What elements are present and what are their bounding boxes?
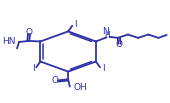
Text: I: I bbox=[102, 64, 104, 73]
Text: O: O bbox=[52, 76, 58, 85]
Text: I: I bbox=[74, 20, 76, 29]
Text: N: N bbox=[102, 27, 109, 36]
Text: OH: OH bbox=[73, 83, 87, 92]
Text: I: I bbox=[32, 64, 35, 73]
Text: O: O bbox=[116, 40, 123, 49]
Text: O: O bbox=[26, 28, 33, 37]
Text: H: H bbox=[104, 31, 110, 40]
Text: HN: HN bbox=[2, 37, 15, 46]
